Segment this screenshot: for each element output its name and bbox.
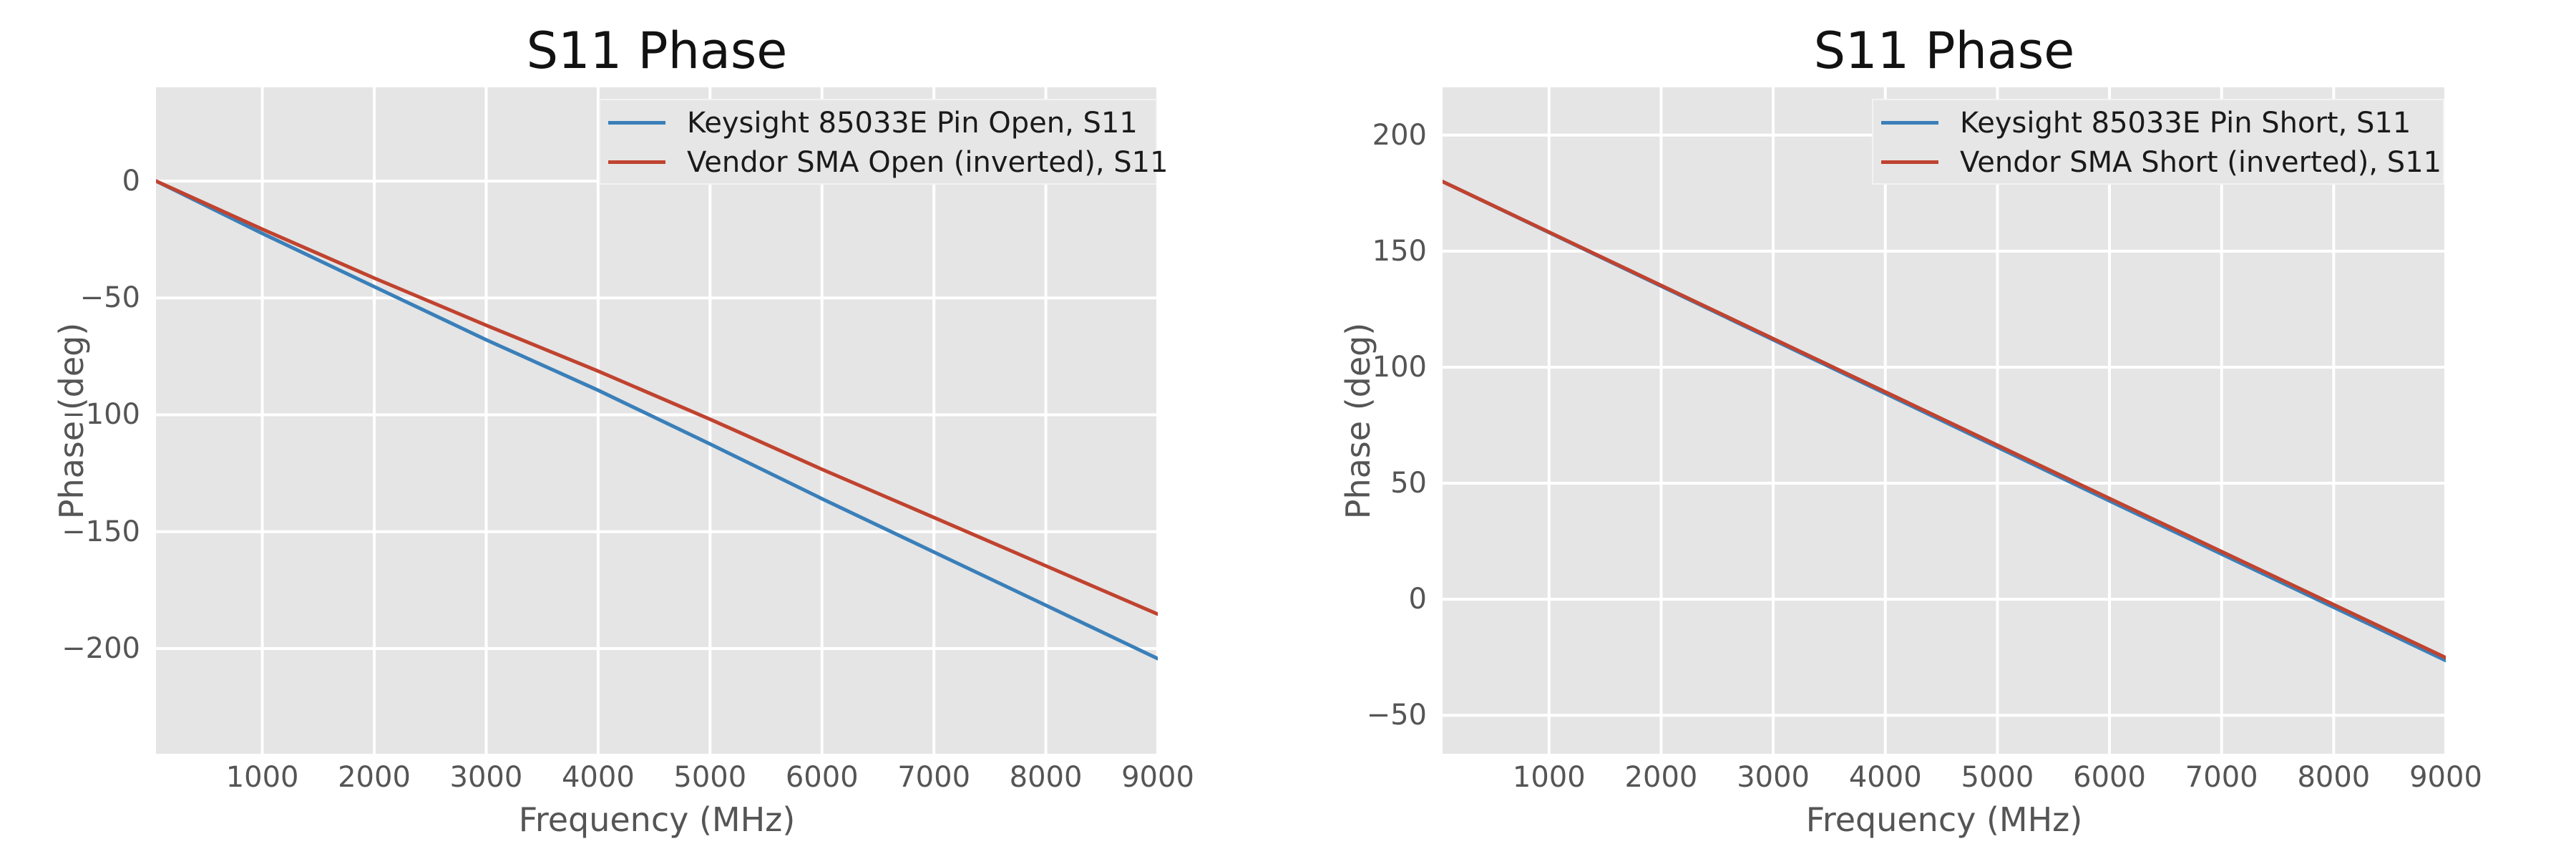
plot-area bbox=[1443, 87, 2446, 754]
axes-background bbox=[156, 87, 1158, 754]
series-line-1 bbox=[1443, 180, 2446, 660]
x-tick-label: 5000 bbox=[673, 761, 747, 794]
legend-item: Vendor SMA Short (inverted), S11 bbox=[1873, 142, 2443, 182]
y-tick-label: −50 bbox=[79, 281, 140, 315]
x-tick-label: 8000 bbox=[1009, 761, 1083, 794]
y-tick-label: 200 bbox=[1372, 118, 1427, 152]
legend-line-swatch-blue bbox=[608, 121, 665, 125]
y-tick-label: 0 bbox=[1408, 583, 1427, 616]
y-tick-label: 100 bbox=[1372, 350, 1427, 384]
x-axis-label: Frequency (MHz) bbox=[1805, 800, 2083, 839]
plot-canvas bbox=[1443, 87, 2446, 754]
legend-line-swatch-blue bbox=[1881, 121, 1938, 125]
x-tick-label: 4000 bbox=[1848, 761, 1922, 794]
plot-area bbox=[156, 87, 1158, 754]
y-tick-label: 150 bbox=[1372, 234, 1427, 268]
legend: Keysight 85033E Pin Short, S11 Vendor SM… bbox=[1872, 99, 2444, 185]
x-tick-label: 3000 bbox=[449, 761, 523, 794]
x-tick-label: 3000 bbox=[1737, 761, 1810, 794]
legend-label: Keysight 85033E Pin Open, S11 bbox=[687, 106, 1138, 140]
x-tick-label: 1000 bbox=[1512, 761, 1586, 794]
x-tick-label: 2000 bbox=[1624, 761, 1698, 794]
y-tick-label: −150 bbox=[62, 515, 140, 548]
legend-item: Vendor SMA Open (inverted), S11 bbox=[600, 142, 1169, 182]
x-tick-label: 5000 bbox=[1961, 761, 2034, 794]
legend-label: Vendor SMA Open (inverted), S11 bbox=[687, 145, 1169, 179]
legend: Keysight 85033E Pin Open, S11 Vendor SMA… bbox=[599, 99, 1169, 185]
legend-line-swatch-red bbox=[608, 160, 665, 164]
series-line-0 bbox=[156, 179, 1158, 661]
x-tick-label: 9000 bbox=[1121, 761, 1194, 794]
legend-label: Keysight 85033E Pin Short, S11 bbox=[1960, 106, 2411, 140]
y-tick-label: 50 bbox=[1390, 467, 1427, 500]
y-tick-label: −100 bbox=[62, 398, 140, 432]
x-tick-label: 6000 bbox=[785, 761, 859, 794]
series-line-1 bbox=[156, 179, 1158, 616]
y-tick-label: −50 bbox=[1366, 699, 1427, 732]
x-tick-label: 6000 bbox=[2073, 761, 2146, 794]
x-tick-label: 7000 bbox=[897, 761, 971, 794]
x-tick-label: 4000 bbox=[561, 761, 635, 794]
legend-item: Keysight 85033E Pin Open, S11 bbox=[600, 103, 1156, 142]
y-tick-label: −200 bbox=[62, 632, 140, 666]
legend-line-swatch-red bbox=[1881, 160, 1938, 164]
x-tick-label: 9000 bbox=[2409, 761, 2482, 794]
x-tick-label: 8000 bbox=[2297, 761, 2371, 794]
y-tick-label: 0 bbox=[122, 164, 140, 198]
legend-item: Keysight 85033E Pin Short, S11 bbox=[1873, 103, 2443, 142]
x-axis-label: Frequency (MHz) bbox=[518, 800, 796, 839]
chart-title: S11 Phase bbox=[1813, 21, 2075, 80]
x-tick-label: 1000 bbox=[225, 761, 299, 794]
chart-title: S11 Phase bbox=[526, 21, 788, 80]
x-tick-label: 7000 bbox=[2185, 761, 2258, 794]
legend-label: Vendor SMA Short (inverted), S11 bbox=[1960, 145, 2442, 179]
plot-canvas bbox=[156, 87, 1158, 754]
x-tick-label: 2000 bbox=[338, 761, 411, 794]
